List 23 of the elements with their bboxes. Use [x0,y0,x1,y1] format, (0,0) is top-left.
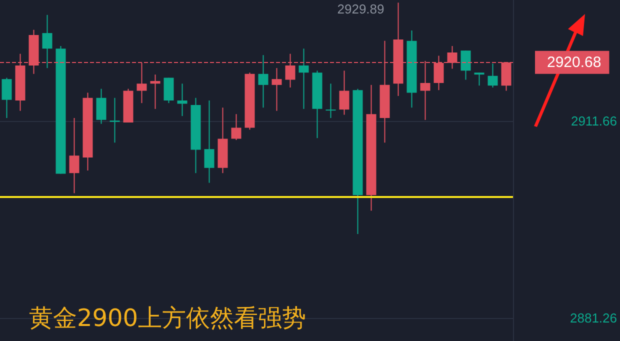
candlestick [177,83,188,117]
ref-line-label: 2920.68 [547,54,602,71]
candlestick [204,100,214,184]
candlestick [110,97,120,144]
annotation: 2929.89 [337,2,384,16]
candlestick [164,77,174,104]
candlestick [258,54,268,108]
candlestick [2,77,12,118]
candlestick [96,88,106,124]
y-tick-label: 2911.66 [570,113,617,128]
candlestick [298,48,309,110]
candlestick [69,117,80,194]
candlestick [339,70,350,116]
text: 黄金2900上方依然看强势 [29,304,306,332]
candlestick [488,63,498,88]
candlestick [474,72,484,86]
candlestick [150,74,160,110]
candlestick [231,114,242,141]
candlestick [326,83,336,118]
candlestick [460,50,471,80]
y-tick-label: 2881.26 [570,310,617,326]
candlestick [42,14,52,69]
candlestick [272,68,282,112]
